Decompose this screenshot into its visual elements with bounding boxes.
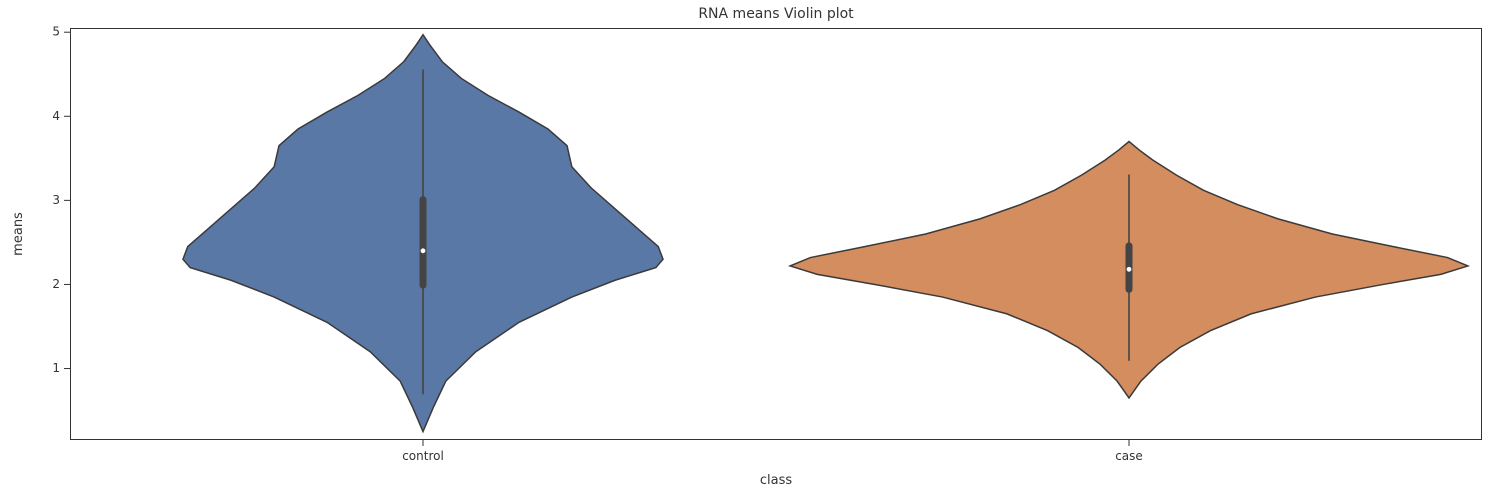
violin-plot-figure: 1 2 3 4 5 control case class means RNA means Viol… xyxy=(0,0,1500,500)
y-tick-label: 4 xyxy=(52,109,60,123)
y-axis-label: means xyxy=(11,212,26,256)
iqr-box-control xyxy=(420,196,427,288)
y-tick-label: 5 xyxy=(52,25,60,39)
median-control xyxy=(421,248,426,253)
y-tick-label: 1 xyxy=(52,361,60,375)
x-axis-label: class xyxy=(760,473,792,488)
median-case xyxy=(1127,267,1132,272)
x-tick-label-case: case xyxy=(1115,449,1143,463)
y-tick-label: 3 xyxy=(52,193,60,207)
chart-svg: 1 2 3 4 5 control case class means RNA means Viol… xyxy=(0,0,1500,500)
x-tick-label-control: control xyxy=(402,449,444,463)
plot-title: RNA means Violin plot xyxy=(698,6,854,22)
y-tick-label: 2 xyxy=(52,277,60,291)
